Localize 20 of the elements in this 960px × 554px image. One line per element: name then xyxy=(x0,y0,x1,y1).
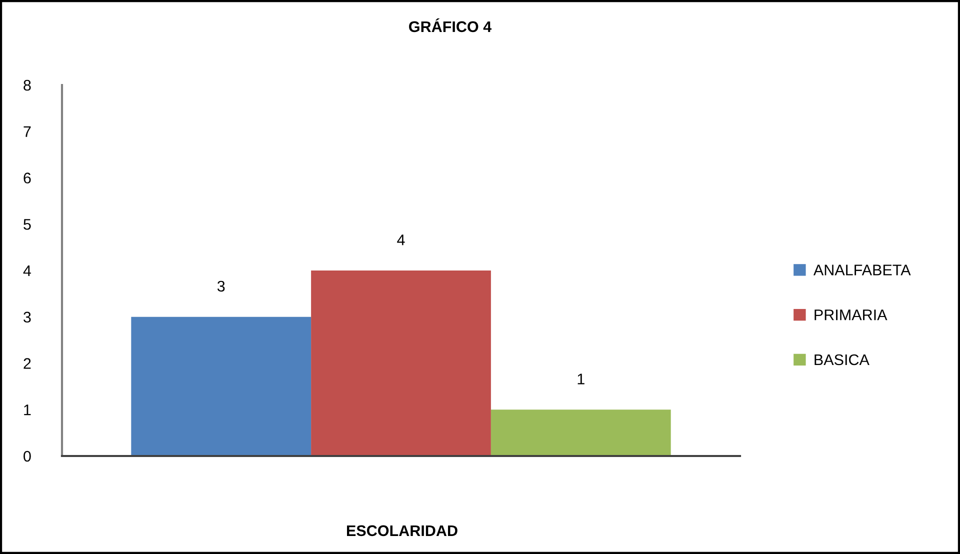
legend-label: BASICA xyxy=(814,354,870,366)
y-tick-label: 0 xyxy=(24,450,31,462)
y-tick-label: 1 xyxy=(24,404,31,416)
y-tick-label: 7 xyxy=(24,126,31,137)
data-label: 3 xyxy=(217,280,225,292)
y-tick-label: 4 xyxy=(23,266,31,276)
chart-title: GRÁFICO 4 xyxy=(409,18,492,32)
x-axis-title: ESCOLARIDAD xyxy=(347,525,458,536)
y-tick-label: 6 xyxy=(24,172,31,184)
bar xyxy=(490,410,671,456)
y-tick-label: 3 xyxy=(24,312,31,323)
legend-label: PRIMARIA xyxy=(814,310,888,320)
data-label: 4 xyxy=(397,234,405,246)
y-tick-label: 8 xyxy=(24,80,31,91)
data-label: 1 xyxy=(578,374,584,384)
bar xyxy=(311,270,491,456)
y-tick-label: 2 xyxy=(24,358,31,369)
y-tick-label: 5 xyxy=(24,219,31,230)
legend-label: ANALFABETA xyxy=(813,264,911,276)
bar xyxy=(131,316,312,456)
